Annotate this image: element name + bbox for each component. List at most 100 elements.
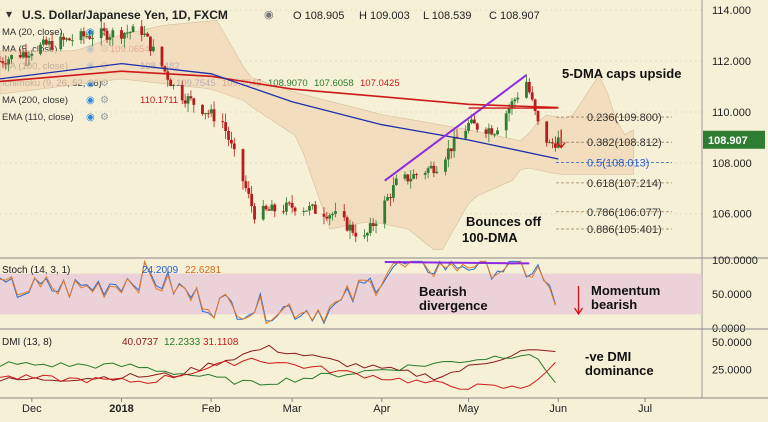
annotation-bearish-line1: Bearish xyxy=(419,284,467,299)
candle-body xyxy=(183,100,187,104)
candle-body xyxy=(44,39,48,45)
price-tick-label: 112.000 xyxy=(712,56,751,68)
fib-level-label: 0.236(109.800) xyxy=(587,112,662,124)
candle-body xyxy=(371,223,375,227)
candle-body xyxy=(389,197,392,199)
candle-body xyxy=(172,84,175,87)
candle-body xyxy=(24,52,28,58)
candle-body xyxy=(1,61,5,64)
candle-body xyxy=(383,200,387,224)
drawing-overlay xyxy=(384,74,566,182)
time-tick-label: 2018 xyxy=(109,403,133,415)
candle-body xyxy=(47,40,51,45)
candle-body xyxy=(232,143,236,150)
candle-body xyxy=(192,98,196,105)
indicator-eye-icon[interactable]: ◉ xyxy=(86,78,95,89)
candle-body xyxy=(412,174,416,179)
candle-body xyxy=(345,217,349,231)
chart-title: U.S. Dollar/Japanese Yen, 1D, FXCM xyxy=(22,8,228,22)
fib-level-label: 0.5(108.013) xyxy=(587,158,649,170)
candle-body xyxy=(467,123,470,131)
time-tick-label: Feb xyxy=(202,403,221,415)
candle-body xyxy=(189,96,193,99)
eye-icon[interactable]: ◉ xyxy=(264,9,274,21)
candle-body xyxy=(146,33,149,37)
candle-body xyxy=(149,36,152,52)
annotation-dmi-line1: -ve DMI xyxy=(585,349,631,364)
candle-body xyxy=(65,38,68,40)
indicator-value: 110.1711 xyxy=(140,95,178,106)
candle-body xyxy=(253,206,256,220)
candle-body xyxy=(472,119,476,124)
indicator-label: MA (5, close) xyxy=(2,44,57,55)
indicator-eye-icon[interactable]: ◉ xyxy=(86,112,95,123)
candle-body xyxy=(27,55,31,58)
dmi-plus_di-line xyxy=(0,353,556,386)
candle-body xyxy=(151,46,155,52)
candle-body xyxy=(7,59,11,65)
candle-body xyxy=(68,38,71,41)
candle-body xyxy=(325,216,329,219)
candle-body xyxy=(108,37,112,40)
annotation-bounce-line1: Bounces off xyxy=(466,214,542,229)
candle-body xyxy=(464,130,468,139)
current-price-badge xyxy=(703,130,765,149)
time-axis[interactable]: Dec 2018 Feb Mar Apr May Jun Jul xyxy=(22,398,652,415)
candle-body xyxy=(415,174,418,176)
candle-body xyxy=(273,204,277,212)
candle-body xyxy=(102,28,106,31)
dmi-minus_di-line xyxy=(0,357,556,390)
candle-body xyxy=(507,108,511,114)
candle-body xyxy=(331,213,335,216)
candle-body xyxy=(39,44,42,54)
candle-body xyxy=(62,36,66,40)
indicator-eye-icon[interactable]: ◉ xyxy=(86,95,95,106)
candle-body xyxy=(212,109,216,122)
candle-body xyxy=(50,40,54,50)
annotation-dmi-line2: dominance xyxy=(585,363,654,378)
candle-body xyxy=(284,202,288,212)
candle-body xyxy=(302,211,306,213)
dmi-minus-value: 31.1108 xyxy=(203,337,239,348)
candle-body xyxy=(290,202,294,208)
candle-body xyxy=(122,32,126,39)
indicator-settings-icon[interactable]: ⚙ xyxy=(100,95,109,106)
indicator-label: MA (200, close) xyxy=(2,95,68,106)
candle-body xyxy=(250,193,254,207)
candle-body xyxy=(432,165,436,174)
candle-body xyxy=(230,139,233,144)
chart-collapse-icon[interactable]: ▾ xyxy=(6,7,12,21)
candle-body xyxy=(374,223,378,227)
candle-body xyxy=(394,178,398,186)
indicator-label: MA (20, close) xyxy=(2,27,63,38)
annotation-momentum-line1: Momentum xyxy=(591,283,660,298)
candle-body xyxy=(270,204,274,211)
indicator-settings-icon[interactable]: ⚙ xyxy=(100,78,109,89)
ohlc-open: O 108.905 xyxy=(293,10,344,22)
candle-body xyxy=(186,96,190,104)
candle-body xyxy=(334,211,337,214)
stoch-k-line xyxy=(0,260,556,325)
candle-body xyxy=(423,172,427,175)
price-tick-label: 110.000 xyxy=(712,107,751,119)
candle-body xyxy=(227,130,230,140)
candle-body xyxy=(449,148,453,152)
candle-body xyxy=(513,99,517,102)
annotation-5dma: 5-DMA caps upside xyxy=(562,66,681,81)
candle-body xyxy=(111,30,115,38)
time-tick-label: Jul xyxy=(638,403,652,415)
price-tick-label: 108.000 xyxy=(712,158,752,170)
candle-body xyxy=(536,110,540,122)
candle-body xyxy=(293,207,297,212)
price-axis[interactable]: 114.000 112.000 110.000 108.000 106.000 108.9… xyxy=(701,0,765,398)
indicator-settings-icon[interactable]: ⚙ xyxy=(100,112,109,123)
ohlc-high: H 109.003 xyxy=(359,10,410,22)
indicator-eye-icon[interactable]: ◉ xyxy=(86,27,95,38)
candle-body xyxy=(125,32,129,34)
candle-body xyxy=(308,205,311,211)
ichimoku-value: 107.6058 xyxy=(314,78,354,89)
candle-body xyxy=(18,54,22,58)
dmi-adx-value: 40.0737 xyxy=(122,337,159,348)
dmi-pane: 50.0000 25.0000 xyxy=(0,337,752,390)
